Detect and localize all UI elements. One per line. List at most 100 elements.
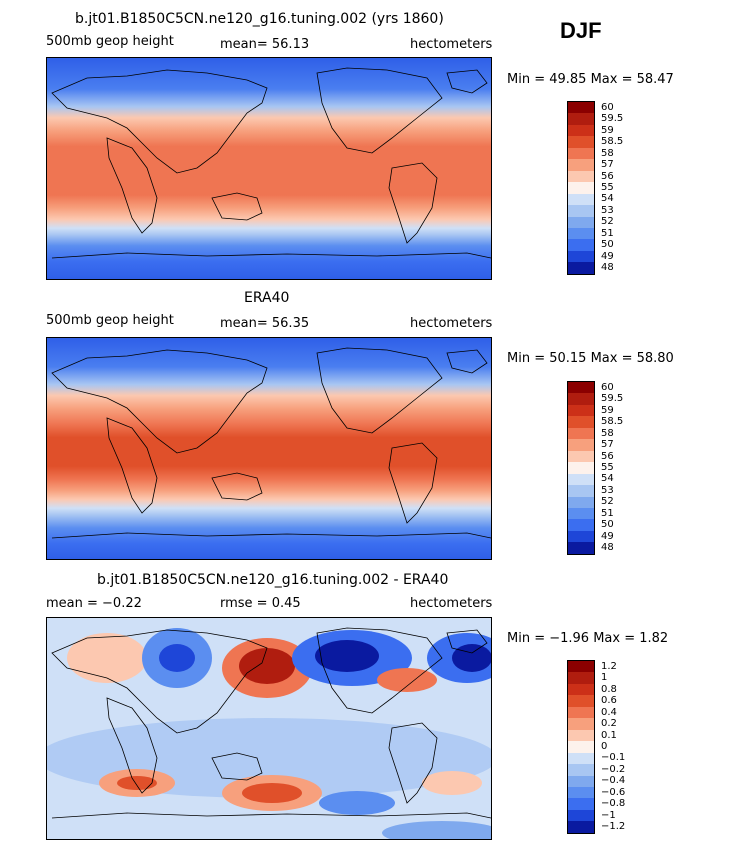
panel3-colorbar-tick-label: 0.6 [601,695,617,707]
panel3-colorbar-swatch [568,809,594,822]
panel1-variable-label: 500mb geop height [46,34,174,49]
panel2-colorbar-swatch [568,530,594,543]
panel3-colorbar-swatch [568,672,594,684]
panel3-colorbar-swatch [568,706,594,719]
panel2-colorbar-swatch [568,496,594,508]
panel3-colorbar-tick-label: −0.1 [601,752,626,764]
panel1-colorbar-swatch [568,170,594,183]
panel2-colorbar-tick-label: 58 [601,427,614,439]
panel1-colorbar-tick-label: 48 [601,262,614,274]
panel3-colorbar-swatch [568,775,594,787]
panel3-colorbar-tick-label: 0.2 [601,718,617,730]
panel2-title: ERA40 [244,290,290,306]
panel3-diff-svg [47,618,491,839]
panel1-colorbar-swatch [568,147,594,160]
panel2-colorbar-swatch [568,427,594,440]
panel1-map [46,57,492,280]
panel3-colorbar-swatch [568,661,594,673]
panel1-colorbar-tick-label: 59.5 [601,113,624,125]
panel3-units-label: hectometers [410,596,493,611]
panel2-colorbar-tick-label: 53 [601,484,614,496]
panel1-colorbar-tick-label: 58.5 [601,136,624,148]
panel1-colorbar-swatch [568,216,594,228]
panel2-colorbar-tick-label: 58.5 [601,416,624,428]
panel1-mean-label: mean= 56.13 [220,37,310,52]
panel1-title: b.jt01.B1850C5CN.ne120_g16.tuning.002 (y… [75,11,444,27]
panel1-units-label: hectometers [410,37,493,52]
panel3-colorbar-swatch [568,764,594,776]
panel3-colorbar-tick-label: 0.4 [601,706,617,718]
panel1-colorbar-tick-label: 55 [601,182,614,193]
panel2-variable-label: 500mb geop height [46,313,174,328]
panel3-colorbar-swatch [568,798,594,810]
panel2-mean-label: mean= 56.35 [220,316,310,331]
panel3-continents [51,627,491,819]
panel1-continents [51,67,491,259]
panel2-colorbar-swatch [568,473,594,486]
panel1-colorbar-tick-label: 56 [601,170,614,182]
panel1-colorbar-tick-label: 53 [601,204,614,216]
panel2-colorbar-swatch [568,393,594,405]
panel1-colorbar-swatch [568,205,594,217]
panel1-colorbar-tick-label: 50 [601,239,614,251]
panel1-colorbar-swatch [568,182,594,194]
panel2-colorbar-tick-label: 52 [601,496,614,508]
panel3-colorbar-swatch [568,821,594,833]
panel3-colorbar-tick-label: −0.4 [601,775,626,787]
panel1-colorbar-swatch [568,159,594,171]
panel2-colorbar-swatch [568,507,594,520]
panel1-colorbar-tick-label: 60 [601,101,614,113]
panel2-minmax: Min = 50.15 Max = 58.80 [507,351,674,366]
panel1-colorbar-swatch [568,227,594,240]
panel2-colorbar-tick-label: 51 [601,507,614,519]
panel3-colorbar-tick-label: 0.1 [601,729,617,741]
panel1-colorbar-swatch [568,113,594,125]
panel3-colorbar-tick-label: 0.8 [601,683,617,695]
panel1-colorbar-swatch [568,136,594,148]
panel3-colorbar-tick-label: 1 [601,672,608,684]
panel3-rmse-label: rmse = 0.45 [220,596,301,611]
panel2-colorbar-tick-label: 59 [601,404,614,416]
panel2-colorbar-tick-label: 55 [601,462,614,473]
panel2-colorbar-swatch [568,462,594,474]
panel3-mean-label: mean = −0.22 [46,596,142,611]
panel3-colorbar-tick-label: 0 [601,741,608,752]
panel2-colorbar-tick-label: 56 [601,450,614,462]
panel2-colorbar-tick-label: 48 [601,542,614,554]
panel1-colorbar-swatch [568,250,594,263]
panel3-colorbar-swatch [568,786,594,799]
panel2-colorbar [567,381,595,555]
panel3-minmax: Min = −1.96 Max = 1.82 [507,631,669,646]
panel2-units-label: hectometers [410,316,493,331]
panel1-colorbar-swatch [568,124,594,137]
panel3-colorbar-tick-label: −0.6 [601,786,626,798]
panel3-colorbar-tick-label: −0.8 [601,798,626,810]
panel2-colorbar-swatch [568,416,594,428]
panel2-colorbar-swatch [568,542,594,554]
panel2-colorbar-swatch [568,519,594,531]
panel1-colorbar-tick-label: 51 [601,227,614,239]
panel3-colorbar-swatch [568,718,594,730]
panel3-colorbar-swatch [568,741,594,753]
panel1-colorbar-swatch [568,102,594,114]
panel2-colorbar-swatch [568,382,594,394]
panel1-colorbar-tick-label: 54 [601,193,614,205]
panel2-colorbar-tick-label: 59.5 [601,393,624,405]
panel1-colorbar-tick-label: 57 [601,159,614,171]
panel1-colorbar-tick-label: 52 [601,216,614,228]
panel2-colorbar-tick-label: 50 [601,519,614,531]
panel2-continents [51,347,491,539]
panel2-colorbar-swatch [568,485,594,497]
panel3-map [46,617,492,840]
panel1-colorbar-swatch [568,239,594,251]
panel3-colorbar-swatch [568,752,594,765]
panel2-colorbar-swatch [568,439,594,451]
panel3-colorbar-tick-label: −1.2 [601,821,626,833]
panel2-colorbar-swatch [568,404,594,417]
panel2-map [46,337,492,560]
panel1-colorbar-swatch [568,262,594,274]
panel2-colorbar-tick-label: 49 [601,530,614,542]
panel3-colorbar-tick-label: 1.2 [601,660,617,672]
panel2-colorbar-swatch [568,450,594,463]
panel3-colorbar [567,660,595,834]
